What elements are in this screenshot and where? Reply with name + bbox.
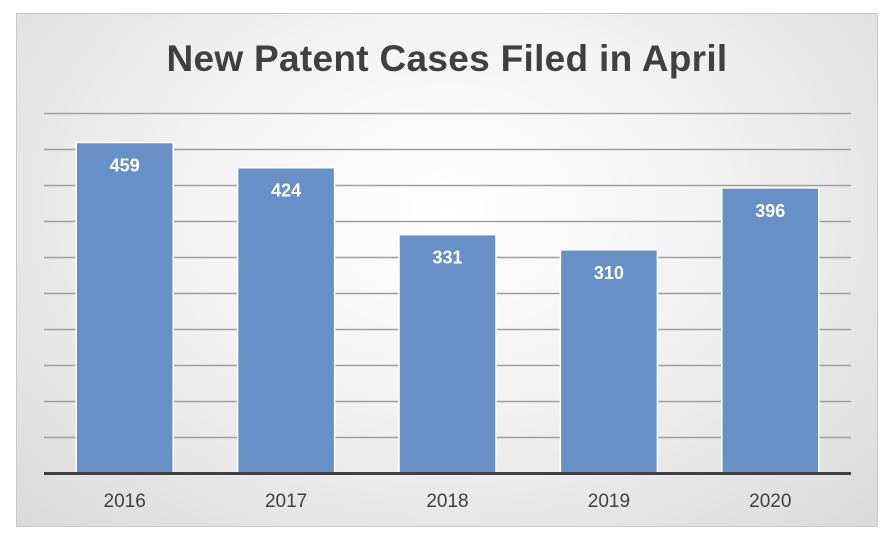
data-label-2018: 331 <box>432 248 462 268</box>
x-tick-label-2018: 2018 <box>426 491 468 512</box>
bars <box>75 141 820 474</box>
x-tick-label-2017: 2017 <box>265 491 307 512</box>
data-label-2017: 424 <box>271 181 301 201</box>
x-tick-label-2020: 2020 <box>749 491 791 512</box>
x-tick-label-2016: 2016 <box>104 491 146 512</box>
bar-2016 <box>75 141 174 474</box>
chart-title: New Patent Cases Filed in April <box>166 38 728 79</box>
bar-2019 <box>559 249 659 474</box>
data-label-2019: 310 <box>594 263 624 283</box>
bar-2018 <box>398 233 497 474</box>
data-label-2016: 459 <box>110 156 140 176</box>
bar-2017 <box>236 166 336 474</box>
bar-2020 <box>721 187 820 474</box>
data-labels: 459 424 331 310 396 <box>110 156 786 283</box>
x-tick-labels: 2016 2017 2018 2019 2020 <box>104 491 792 512</box>
x-tick-label-2019: 2019 <box>588 491 630 512</box>
data-label-2020: 396 <box>755 201 785 221</box>
